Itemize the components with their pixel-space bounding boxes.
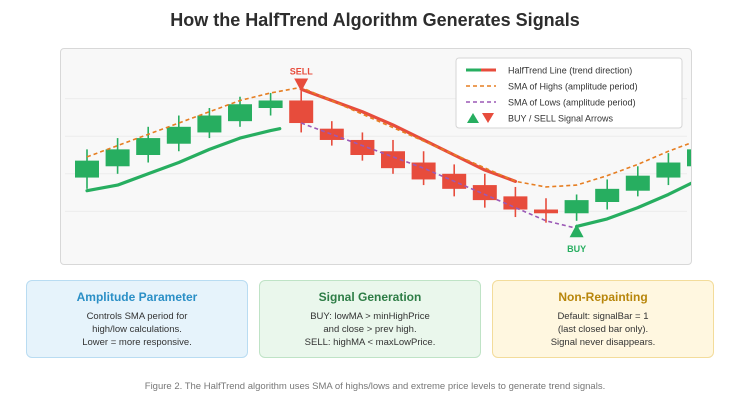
legend-entry-label: SMA of Highs (amplitude period) — [508, 82, 638, 92]
halftrend-line-segment — [299, 87, 517, 183]
sell-arrow-icon — [294, 78, 309, 92]
candle-body — [411, 162, 436, 180]
chart-panel: SELL BUY HalfTrend Line (trend direction) S… — [60, 48, 692, 265]
non-repainting-card: Non-Repainting Default: signalBar = 1 (l… — [492, 280, 714, 358]
candle-body — [656, 162, 681, 178]
legend-box — [455, 57, 683, 129]
card-line: Signal never disappears. — [550, 337, 656, 348]
card-line: (last closed bar only). — [557, 324, 649, 335]
legend-entry-label: BUY / SELL Signal Arrows — [508, 114, 614, 124]
halftrend-line-segment — [85, 127, 282, 193]
figure-title: How the HalfTrend Algorithm Generates Si… — [170, 10, 580, 30]
legend-entry-label: SMA of Lows (amplitude period) — [508, 98, 636, 108]
buy-signal-label: BUY — [567, 244, 586, 254]
candle-body — [503, 196, 528, 210]
legend-entry-label: HalfTrend Line (trend direction) — [508, 66, 632, 76]
buy-arrow-icon — [569, 224, 584, 238]
candle-body — [105, 149, 130, 167]
card-line: and close > prev high. — [323, 324, 417, 335]
amplitude-parameter-card: Amplitude Parameter Controls SMA period … — [26, 280, 248, 358]
figure-caption: Figure 2. The HalfTrend algorithm uses S… — [144, 381, 606, 392]
candle-body — [289, 100, 314, 124]
candle-body — [197, 115, 222, 133]
candle-body — [136, 138, 161, 155]
candle-body — [319, 128, 344, 140]
halftrend-line-segment — [574, 181, 691, 229]
candle-body — [228, 104, 252, 122]
signal-generation-card: Signal Generation BUY: lowMA > minHighPr… — [259, 280, 481, 358]
legend-sell-arrow-icon — [482, 113, 494, 123]
card-line: BUY: lowMA > minHighPrice — [310, 311, 430, 322]
candle-body — [595, 188, 620, 202]
card-line: Lower = more responsive. — [82, 337, 192, 348]
card-line: SELL: highMA < maxLowPrice. — [304, 337, 436, 348]
sma-lows-line — [300, 122, 577, 230]
candle-body — [166, 126, 191, 144]
card-title: Non-Repainting — [558, 290, 648, 304]
candle-body — [534, 209, 558, 214]
candle-body — [258, 100, 283, 108]
sell-signal-label: SELL — [290, 66, 314, 76]
legend-buy-arrow-icon — [467, 113, 479, 123]
candle-body — [564, 200, 589, 214]
candle-body — [75, 160, 99, 178]
card-line: high/low calculations. — [92, 324, 182, 335]
candle-body — [687, 149, 691, 167]
card-title: Amplitude Parameter — [76, 290, 198, 304]
card-line: Default: signalBar = 1 — [557, 311, 649, 322]
candle-body — [625, 175, 650, 191]
halftrend-chart: SELL BUY HalfTrend Line (trend direction) S… — [65, 57, 691, 254]
card-title: Signal Generation — [318, 290, 422, 304]
card-line: Controls SMA period for — [86, 311, 188, 322]
